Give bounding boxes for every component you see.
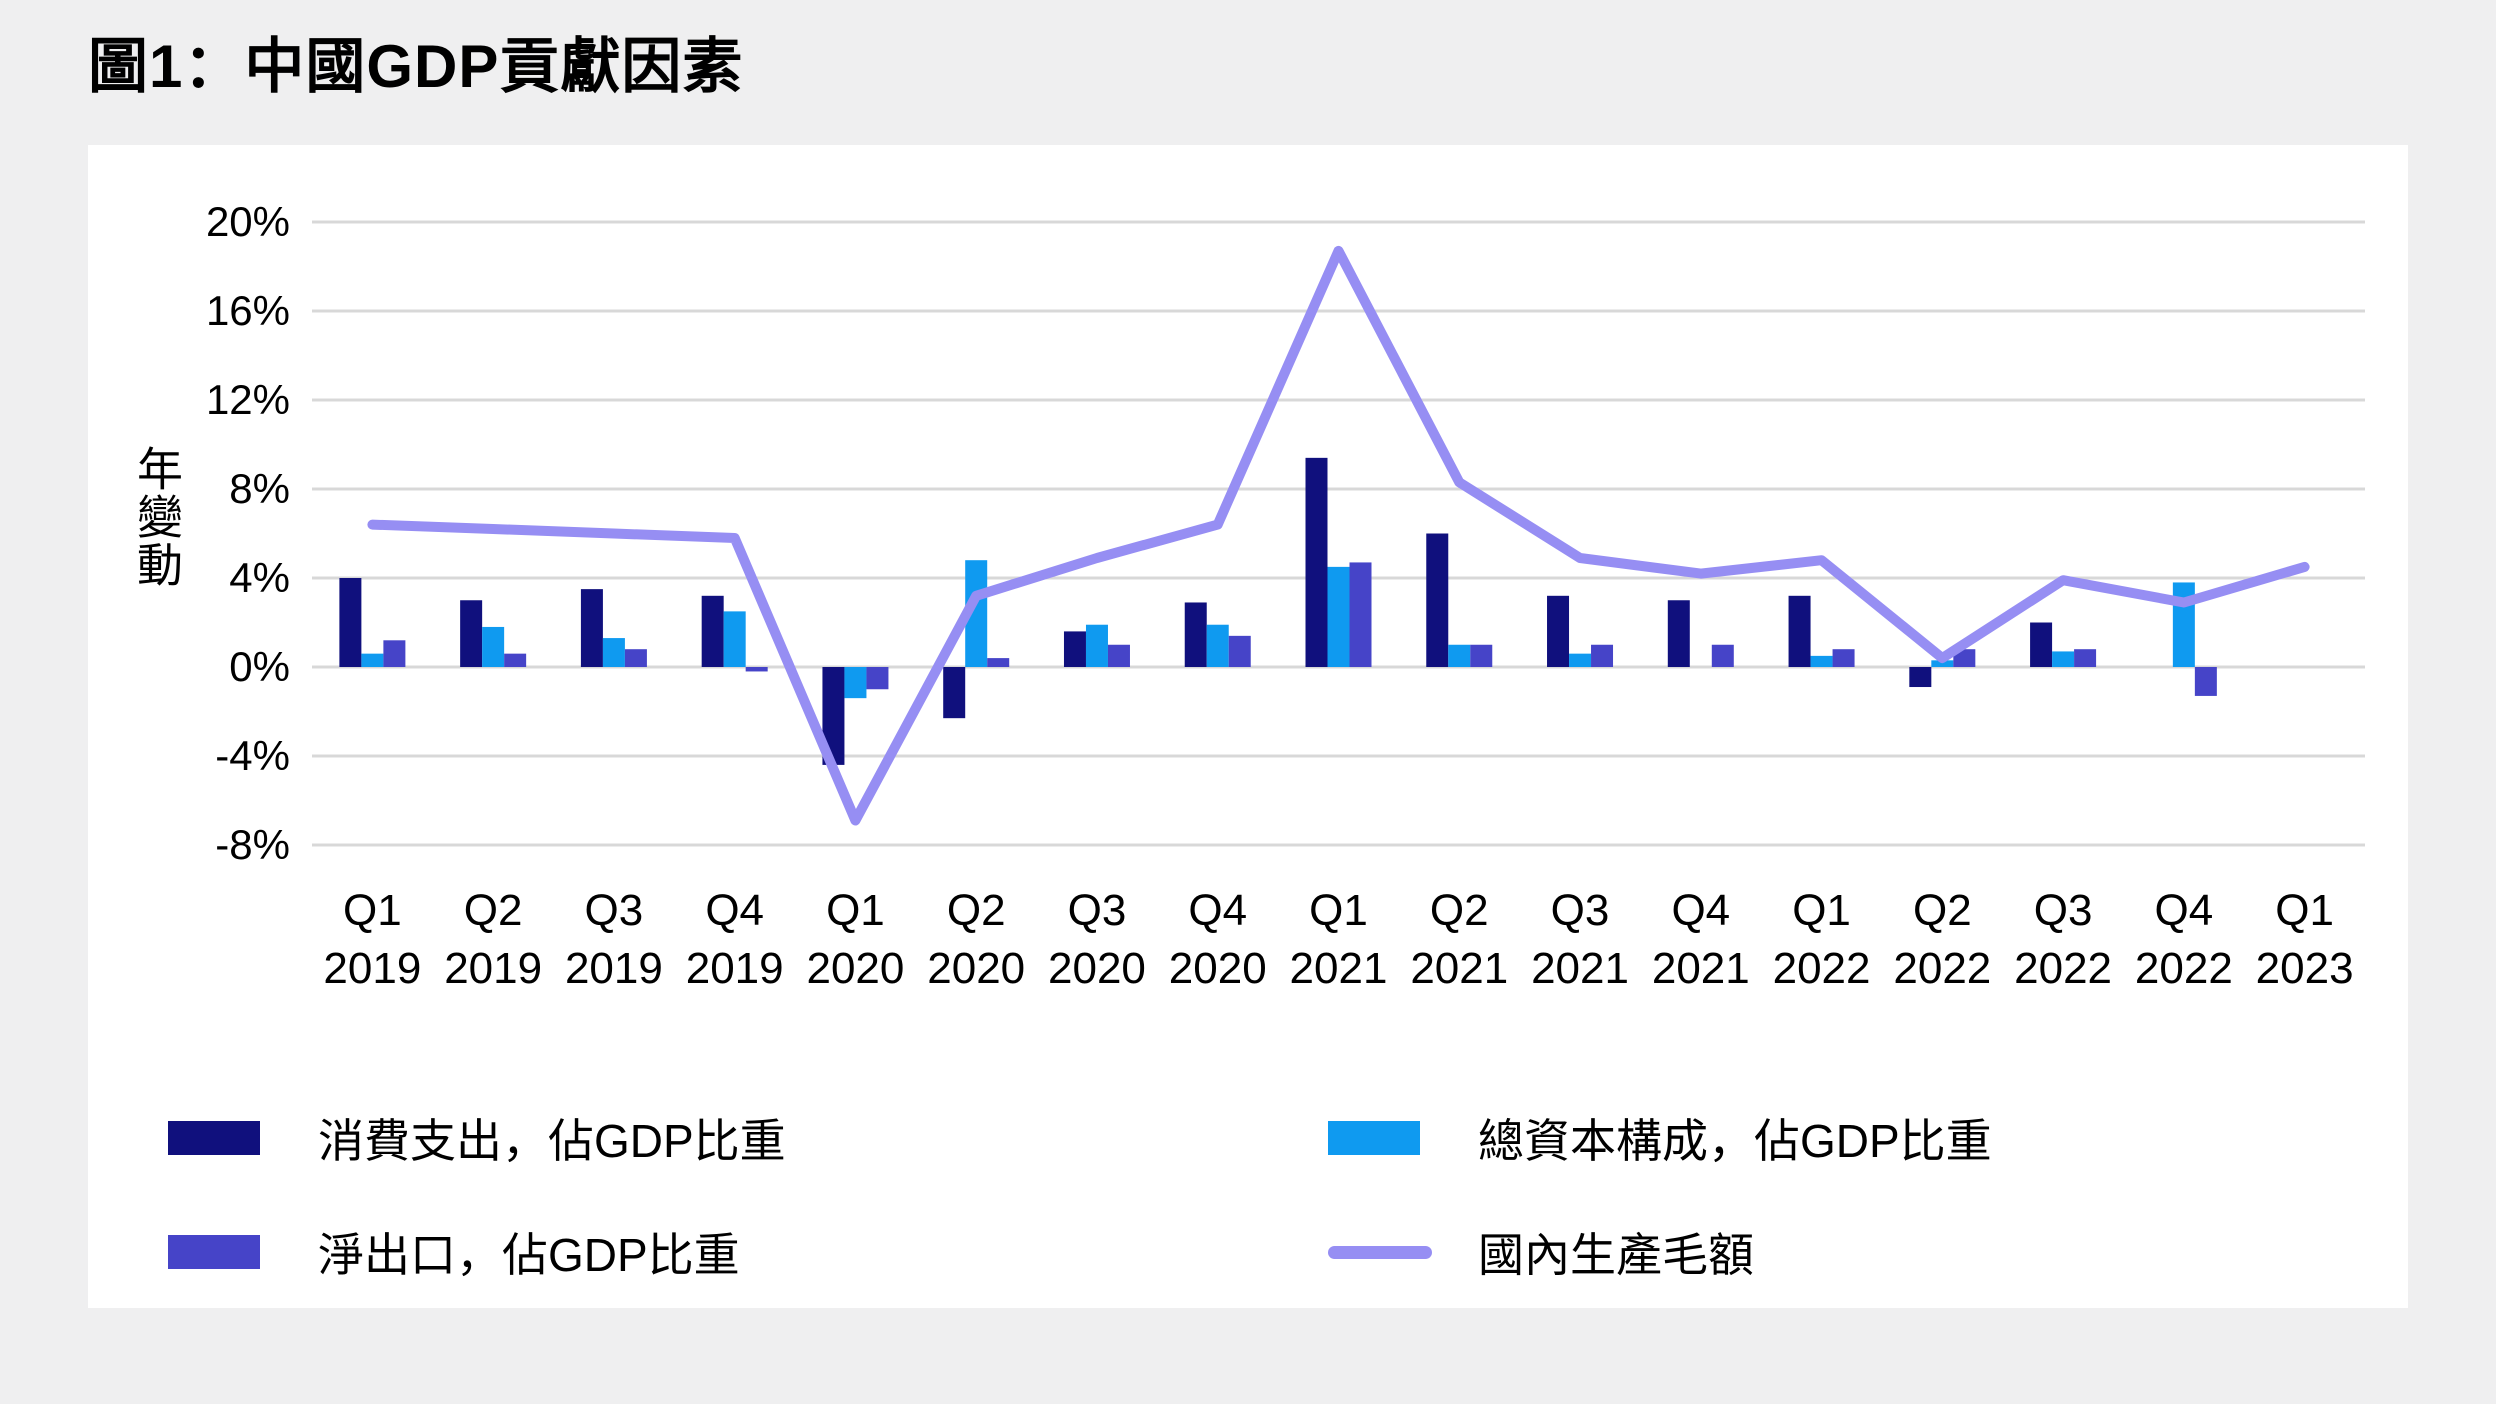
bar-2-Q3-2022 <box>2074 649 2097 667</box>
y-tick-label: 12% <box>206 376 290 423</box>
bar-2-Q1-2022 <box>1832 649 1855 667</box>
bar-0-Q4-2021 <box>1667 600 1690 667</box>
bar-1-Q3-2019 <box>602 638 625 667</box>
bar-2-Q4-2020 <box>1228 635 1251 667</box>
bar-2-Q3-2019 <box>624 649 647 667</box>
x-tick-label: Q2 2022 <box>1893 886 1991 993</box>
x-tick-label: Q3 2022 <box>2014 886 2112 993</box>
chart-card: 年變動 20% 16% 12% 8% 4% 0% -4% -8% Q1 2019 Q2 2019 Q3 2… <box>88 145 2408 1308</box>
bar-2-Q1-2019 <box>383 640 406 667</box>
bar-0-Q4-2019 <box>701 595 724 667</box>
bar-1-Q2-2021 <box>1448 644 1471 667</box>
legend-item-consumption: 消費支出，佔GDP比重 <box>168 1103 786 1173</box>
x-tick-label: Q1 2020 <box>806 886 904 993</box>
x-tick-label: Q4 2020 <box>1169 886 1267 993</box>
legend-label-net-exports: 淨出口，佔GDP比重 <box>318 1229 740 1281</box>
x-tick-label: Q3 2019 <box>565 886 663 993</box>
gdp-line <box>367 245 2310 826</box>
y-tick-label: 4% <box>229 554 290 601</box>
bar-2-Q1-2020 <box>866 667 889 690</box>
bar-0-Q2-2020 <box>943 667 966 719</box>
bar-0-Q2-2022 <box>1909 667 1932 688</box>
net-exports-swatch-icon <box>168 1235 260 1269</box>
bar-0-Q3-2020 <box>1063 631 1086 667</box>
x-tick-label: Q4 2019 <box>686 886 784 993</box>
gdp-line-swatch-icon <box>1328 1245 1432 1259</box>
bar-2-Q4-2022 <box>2194 667 2217 696</box>
bar-1-Q3-2021 <box>1569 653 1592 667</box>
y-tick-label: 0% <box>229 643 290 690</box>
bar-1-Q3-2020 <box>1085 624 1108 667</box>
bar-0-Q1-2020 <box>822 667 845 765</box>
x-tick-label: Q3 2021 <box>1531 886 1629 993</box>
bar-2-Q2-2021 <box>1470 644 1493 667</box>
legend-label-capital-formation: 總資本構成，佔GDP比重 <box>1478 1115 1992 1167</box>
y-tick-label: 16% <box>206 287 290 334</box>
page-title: 圖1：中國GDP貢獻因素 <box>88 33 744 100</box>
x-tick-label: Q1 2021 <box>1290 886 1388 993</box>
bar-1-Q1-2020 <box>844 667 867 699</box>
bar-2-Q3-2020 <box>1107 644 1130 667</box>
bar-2-Q2-2022 <box>1953 649 1976 667</box>
legend-label-consumption: 消費支出，佔GDP比重 <box>318 1115 786 1167</box>
bar-2-Q4-2021 <box>1711 644 1734 667</box>
x-tick-label: Q2 2019 <box>444 886 542 993</box>
legend-item-gdp: 國內生產毛額 <box>1328 1217 1754 1287</box>
legend-label-gdp: 國內生產毛額 <box>1478 1229 1754 1281</box>
bar-2-Q4-2019 <box>745 667 768 672</box>
bar-0-Q1-2019 <box>339 578 362 667</box>
capital-formation-swatch-icon <box>1328 1121 1420 1155</box>
bar-1-Q2-2020 <box>965 560 988 667</box>
legend-item-capital-formation: 總資本構成，佔GDP比重 <box>1328 1103 1992 1173</box>
y-tick-label: 8% <box>229 465 290 512</box>
bar-0-Q3-2022 <box>2030 622 2053 667</box>
y-axis-title: 年變動 <box>131 445 183 589</box>
x-tick-label: Q3 2020 <box>1048 886 1146 993</box>
bar-1-Q3-2022 <box>2052 651 2075 667</box>
x-tick-label: Q2 2021 <box>1410 886 1508 993</box>
bar-0-Q1-2021 <box>1305 457 1328 667</box>
y-tick-label: 20% <box>206 198 290 245</box>
x-tick-label: Q2 2020 <box>927 886 1025 993</box>
bar-0-Q2-2021 <box>1426 533 1449 667</box>
bar-1-Q2-2019 <box>482 626 505 667</box>
bar-1-Q4-2019 <box>723 611 746 667</box>
bar-1-Q1-2022 <box>1810 655 1833 667</box>
bar-1-Q1-2019 <box>361 653 384 667</box>
legend-item-net-exports: 淨出口，佔GDP比重 <box>168 1217 740 1287</box>
bar-2-Q3-2021 <box>1591 644 1614 667</box>
x-tick-label: Q1 2019 <box>323 886 421 993</box>
bar-0-Q2-2019 <box>460 600 483 667</box>
bar-1-Q1-2021 <box>1327 566 1350 667</box>
bar-0-Q1-2022 <box>1788 595 1811 667</box>
y-tick-label: -4% <box>215 732 290 779</box>
x-tick-label: Q4 2021 <box>1652 886 1750 993</box>
bar-1-Q2-2022 <box>1931 660 1954 667</box>
bar-0-Q3-2021 <box>1547 595 1570 667</box>
y-tick-label: -8% <box>215 821 290 868</box>
x-tick-label: Q1 2022 <box>1773 886 1871 993</box>
bar-1-Q4-2020 <box>1206 624 1229 667</box>
consumption-swatch-icon <box>168 1121 260 1155</box>
bar-2-Q1-2021 <box>1349 562 1372 667</box>
bar-2-Q2-2019 <box>504 653 527 667</box>
bar-0-Q4-2020 <box>1184 602 1207 667</box>
x-tick-label: Q4 2022 <box>2135 886 2233 993</box>
bar-0-Q3-2019 <box>580 589 603 667</box>
bar-2-Q2-2020 <box>987 658 1010 667</box>
x-tick-label: Q1 2023 <box>2256 886 2354 993</box>
